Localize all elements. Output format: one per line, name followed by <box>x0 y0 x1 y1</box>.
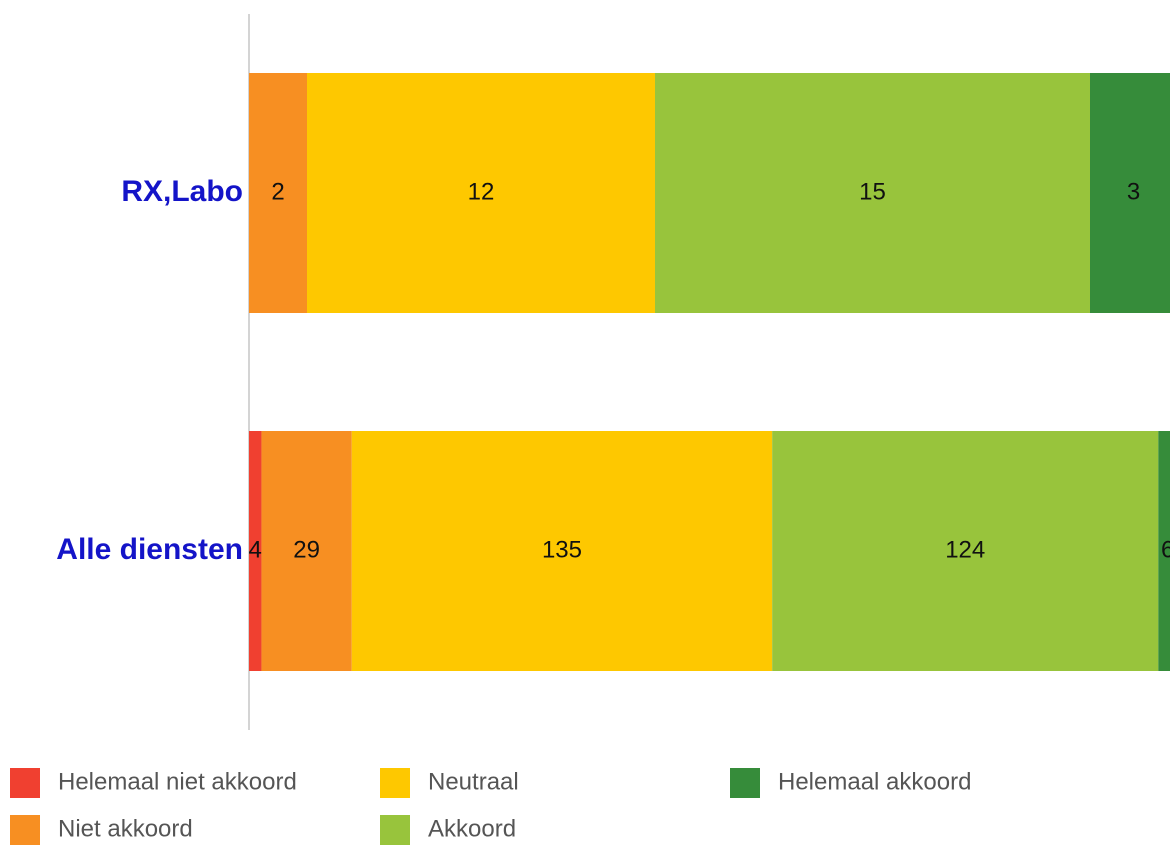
data-label: 15 <box>859 178 886 205</box>
legend-swatch <box>380 815 410 845</box>
data-label: 4 <box>249 536 262 563</box>
data-label: 135 <box>542 536 582 563</box>
legend-swatch <box>10 768 40 798</box>
legend-label: Neutraal <box>428 768 519 795</box>
bar-segment <box>249 431 262 671</box>
legend-label: Akkoord <box>428 815 516 842</box>
data-label: 3 <box>1127 178 1140 205</box>
category-label: Alle diensten <box>56 533 243 566</box>
bar-segment <box>772 431 1159 671</box>
legend-swatch <box>380 768 410 798</box>
legend-label: Helemaal akkoord <box>778 768 971 795</box>
data-label: 29 <box>293 536 320 563</box>
category-label: RX,Labo <box>121 175 243 208</box>
data-label: 124 <box>945 536 985 563</box>
legend-swatch <box>730 768 760 798</box>
data-label: 6 <box>1161 536 1170 563</box>
bar-segment <box>655 73 1090 313</box>
data-label: 2 <box>271 178 284 205</box>
legend-label: Niet akkoord <box>58 815 193 842</box>
bar-segment <box>261 431 352 671</box>
bar-segment <box>1090 73 1170 313</box>
legend-swatch <box>10 815 40 845</box>
bar-segment <box>1158 431 1170 671</box>
bar-segment <box>307 73 655 313</box>
bar-segment <box>351 431 773 671</box>
data-label: 12 <box>468 178 495 205</box>
bar-segment <box>249 73 307 313</box>
legend-label: Helemaal niet akkoord <box>58 768 297 795</box>
